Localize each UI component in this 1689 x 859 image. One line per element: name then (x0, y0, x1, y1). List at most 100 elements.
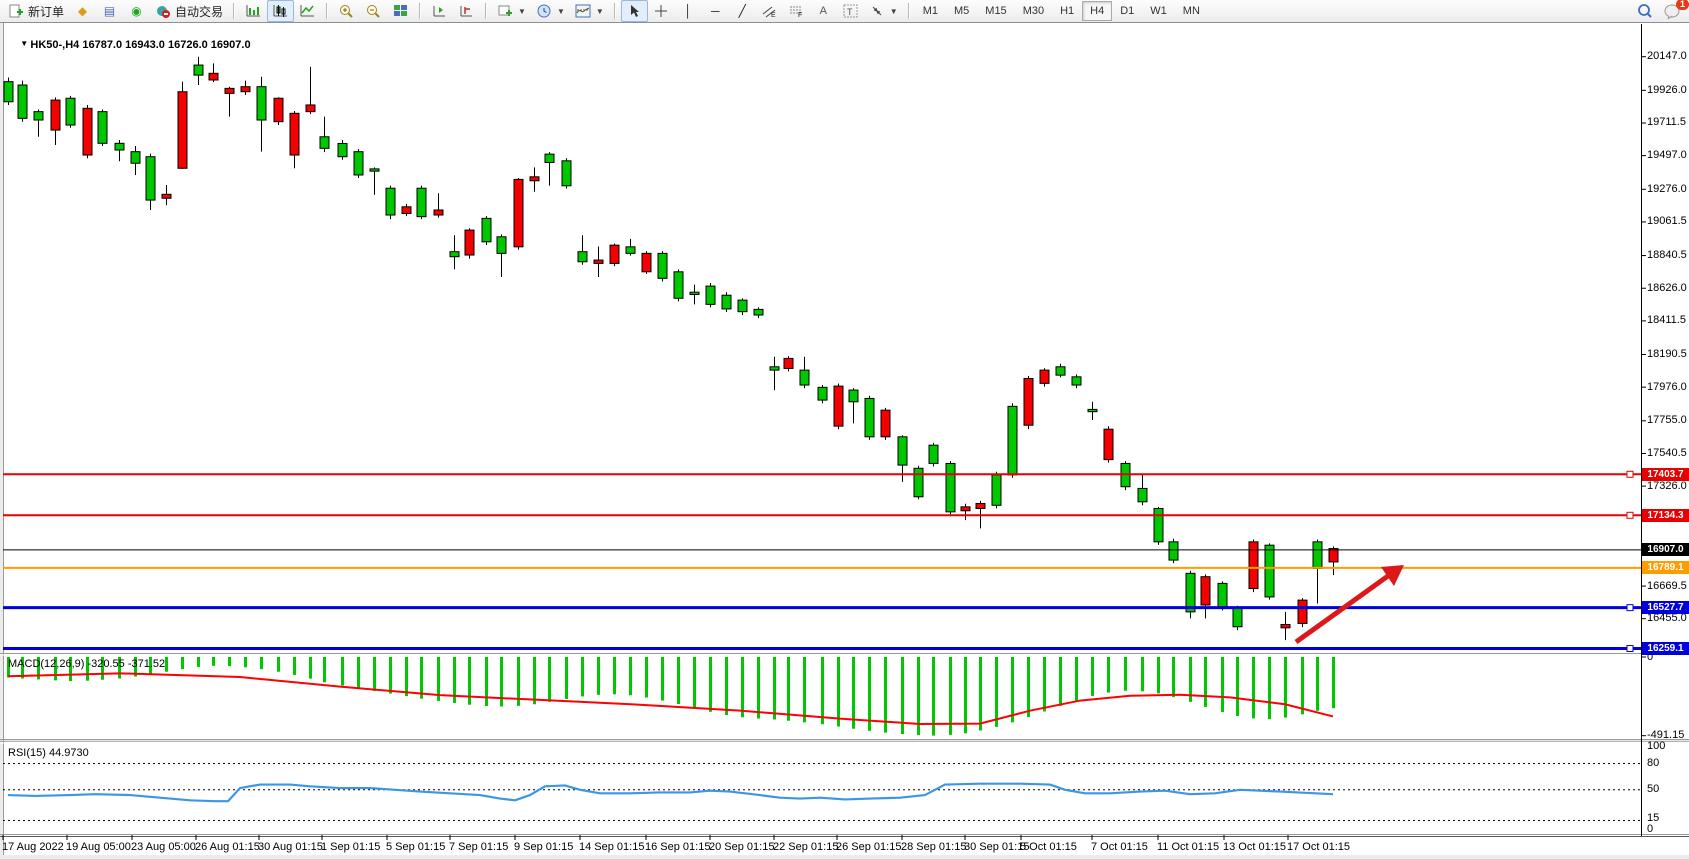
cursor-button[interactable] (620, 0, 648, 22)
candlestick-chart-button[interactable] (267, 0, 295, 22)
crosshair-button[interactable] (648, 0, 675, 22)
cursor-icon (626, 3, 643, 19)
chart-shift-button[interactable] (453, 0, 480, 22)
price-line-label: 16789.1 (1642, 561, 1689, 575)
trendline-icon: ╱ (738, 4, 746, 18)
time-axis-label: 22 Sep 01:15 (773, 841, 839, 853)
timeframe-button-h1[interactable]: H1 (1060, 5, 1075, 17)
indicators-button[interactable]: ▼ (570, 0, 609, 22)
candle-body (1153, 507, 1164, 543)
rsi-axis-label: 80 (1647, 757, 1660, 769)
chart-collapse-icon[interactable]: ▼ (20, 39, 31, 48)
arrows-button[interactable]: ▼ (864, 0, 903, 22)
tile-windows-button[interactable] (387, 0, 414, 22)
rsi-indicator-label: RSI(15) 44.9730 (8, 747, 89, 759)
zoom-in-button[interactable] (333, 0, 360, 22)
crosshair-icon (653, 3, 670, 19)
candle-body (705, 285, 716, 305)
candle-body (689, 291, 700, 295)
candle-body (625, 246, 636, 254)
trend-arrow-head[interactable] (1381, 565, 1404, 586)
candle-body (145, 156, 156, 201)
window-left-border (0, 22, 3, 859)
timeframe-button-m1[interactable]: M1 (922, 5, 938, 17)
candle-body (369, 168, 380, 172)
price-line-label: 16527.7 (1642, 601, 1689, 615)
candle-body (177, 91, 188, 169)
candle-body (913, 467, 924, 498)
timeframe-button-m15[interactable]: M15 (985, 5, 1007, 17)
time-axis-label: 23 Aug 05:00 (131, 841, 196, 853)
candle-body (65, 97, 76, 126)
horizontal-line-button[interactable]: ─ (702, 0, 729, 22)
chart-symbol-period: HK50-,H4 (30, 39, 80, 51)
candle-body (1200, 576, 1211, 606)
auto-trading-label: 自动交易 (175, 4, 224, 19)
time-axis-label: 14 Sep 01:15 (579, 841, 645, 853)
macd-axis-label: -491.15 (1647, 729, 1685, 742)
equidistant-channel-icon: E (761, 3, 778, 19)
line-handle[interactable] (1626, 645, 1634, 653)
line-handle[interactable] (1626, 470, 1634, 478)
quotes-button[interactable]: ◆ (69, 0, 96, 22)
new-order-button[interactable]: 新订单 (3, 0, 69, 22)
timeframe-button-m30[interactable]: M30 (1022, 5, 1045, 17)
candle-body (17, 84, 28, 119)
navigator-icon: ◉ (131, 4, 142, 18)
zoom-out-icon (365, 3, 382, 19)
candle-body (353, 151, 364, 176)
timeframe-button-h4[interactable]: H4 (1082, 1, 1113, 21)
time-axis-label: 9 Sep 01:15 (514, 841, 574, 853)
candle-body (1280, 623, 1291, 629)
candle-body (1087, 408, 1098, 413)
text-label-icon: T (842, 3, 859, 19)
price-tick-label: 18190.5 (1647, 348, 1687, 361)
candle-body (337, 142, 348, 158)
bar-chart-icon (245, 3, 262, 19)
time-axis-label: 16 Sep 01:15 (645, 841, 711, 853)
navigator-button[interactable]: ◉ (123, 0, 150, 22)
candle-body (50, 99, 61, 131)
trendline-button[interactable]: ╱ (729, 0, 756, 22)
price-tick-label: 20147.0 (1647, 50, 1687, 63)
zoom-out-button[interactable] (360, 0, 387, 22)
candle-body (737, 299, 748, 313)
dropdown-caret-icon: ▼ (556, 6, 565, 16)
periods-button[interactable]: ▼ (531, 0, 570, 22)
arrows-icon (869, 3, 886, 19)
notifications-button[interactable]: 1 (1661, 0, 1689, 19)
candle-body (513, 178, 524, 248)
timeframe-button-d1[interactable]: D1 (1120, 5, 1135, 17)
line-handle[interactable] (1626, 511, 1634, 519)
line-chart-button[interactable] (294, 0, 321, 22)
data-window-button[interactable]: ▤ (96, 0, 123, 22)
text-icon: A (819, 5, 827, 17)
candle-body (130, 151, 141, 164)
text-button[interactable]: A (810, 0, 837, 22)
timeframe-button-w1[interactable]: W1 (1150, 5, 1167, 17)
trend-arrow-line[interactable] (1294, 573, 1390, 645)
bar-chart-button[interactable] (240, 0, 267, 22)
candle-body (449, 251, 460, 258)
candle-body (224, 87, 235, 94)
dropdown-caret-icon: ▼ (518, 6, 526, 16)
text-label-button[interactable]: T (837, 0, 864, 22)
vertical-line-icon: │ (684, 4, 693, 18)
search-icon[interactable] (1636, 3, 1653, 19)
macd-indicator-label: MACD(12,26,9) -320.55 -371.52 (8, 658, 166, 670)
line-handle[interactable] (1626, 604, 1634, 612)
auto-scroll-button[interactable] (426, 0, 453, 22)
candle-body (880, 409, 891, 438)
fibonacci-button[interactable]: F (783, 0, 810, 22)
channel-button[interactable]: E (756, 0, 783, 22)
vertical-line-button[interactable]: │ (675, 0, 702, 22)
tile-windows-icon (392, 3, 409, 19)
price-tick-label: 17326.0 (1647, 479, 1687, 492)
auto-trading-button[interactable]: 自动交易 (150, 0, 228, 22)
price-tick-label: 17755.0 (1647, 414, 1687, 427)
timeframe-button-m5[interactable]: M5 (954, 5, 970, 17)
new-chart-button[interactable]: ▼ (492, 0, 531, 22)
timeframe-button-mn[interactable]: MN (1182, 5, 1200, 17)
candle-body (208, 72, 219, 81)
